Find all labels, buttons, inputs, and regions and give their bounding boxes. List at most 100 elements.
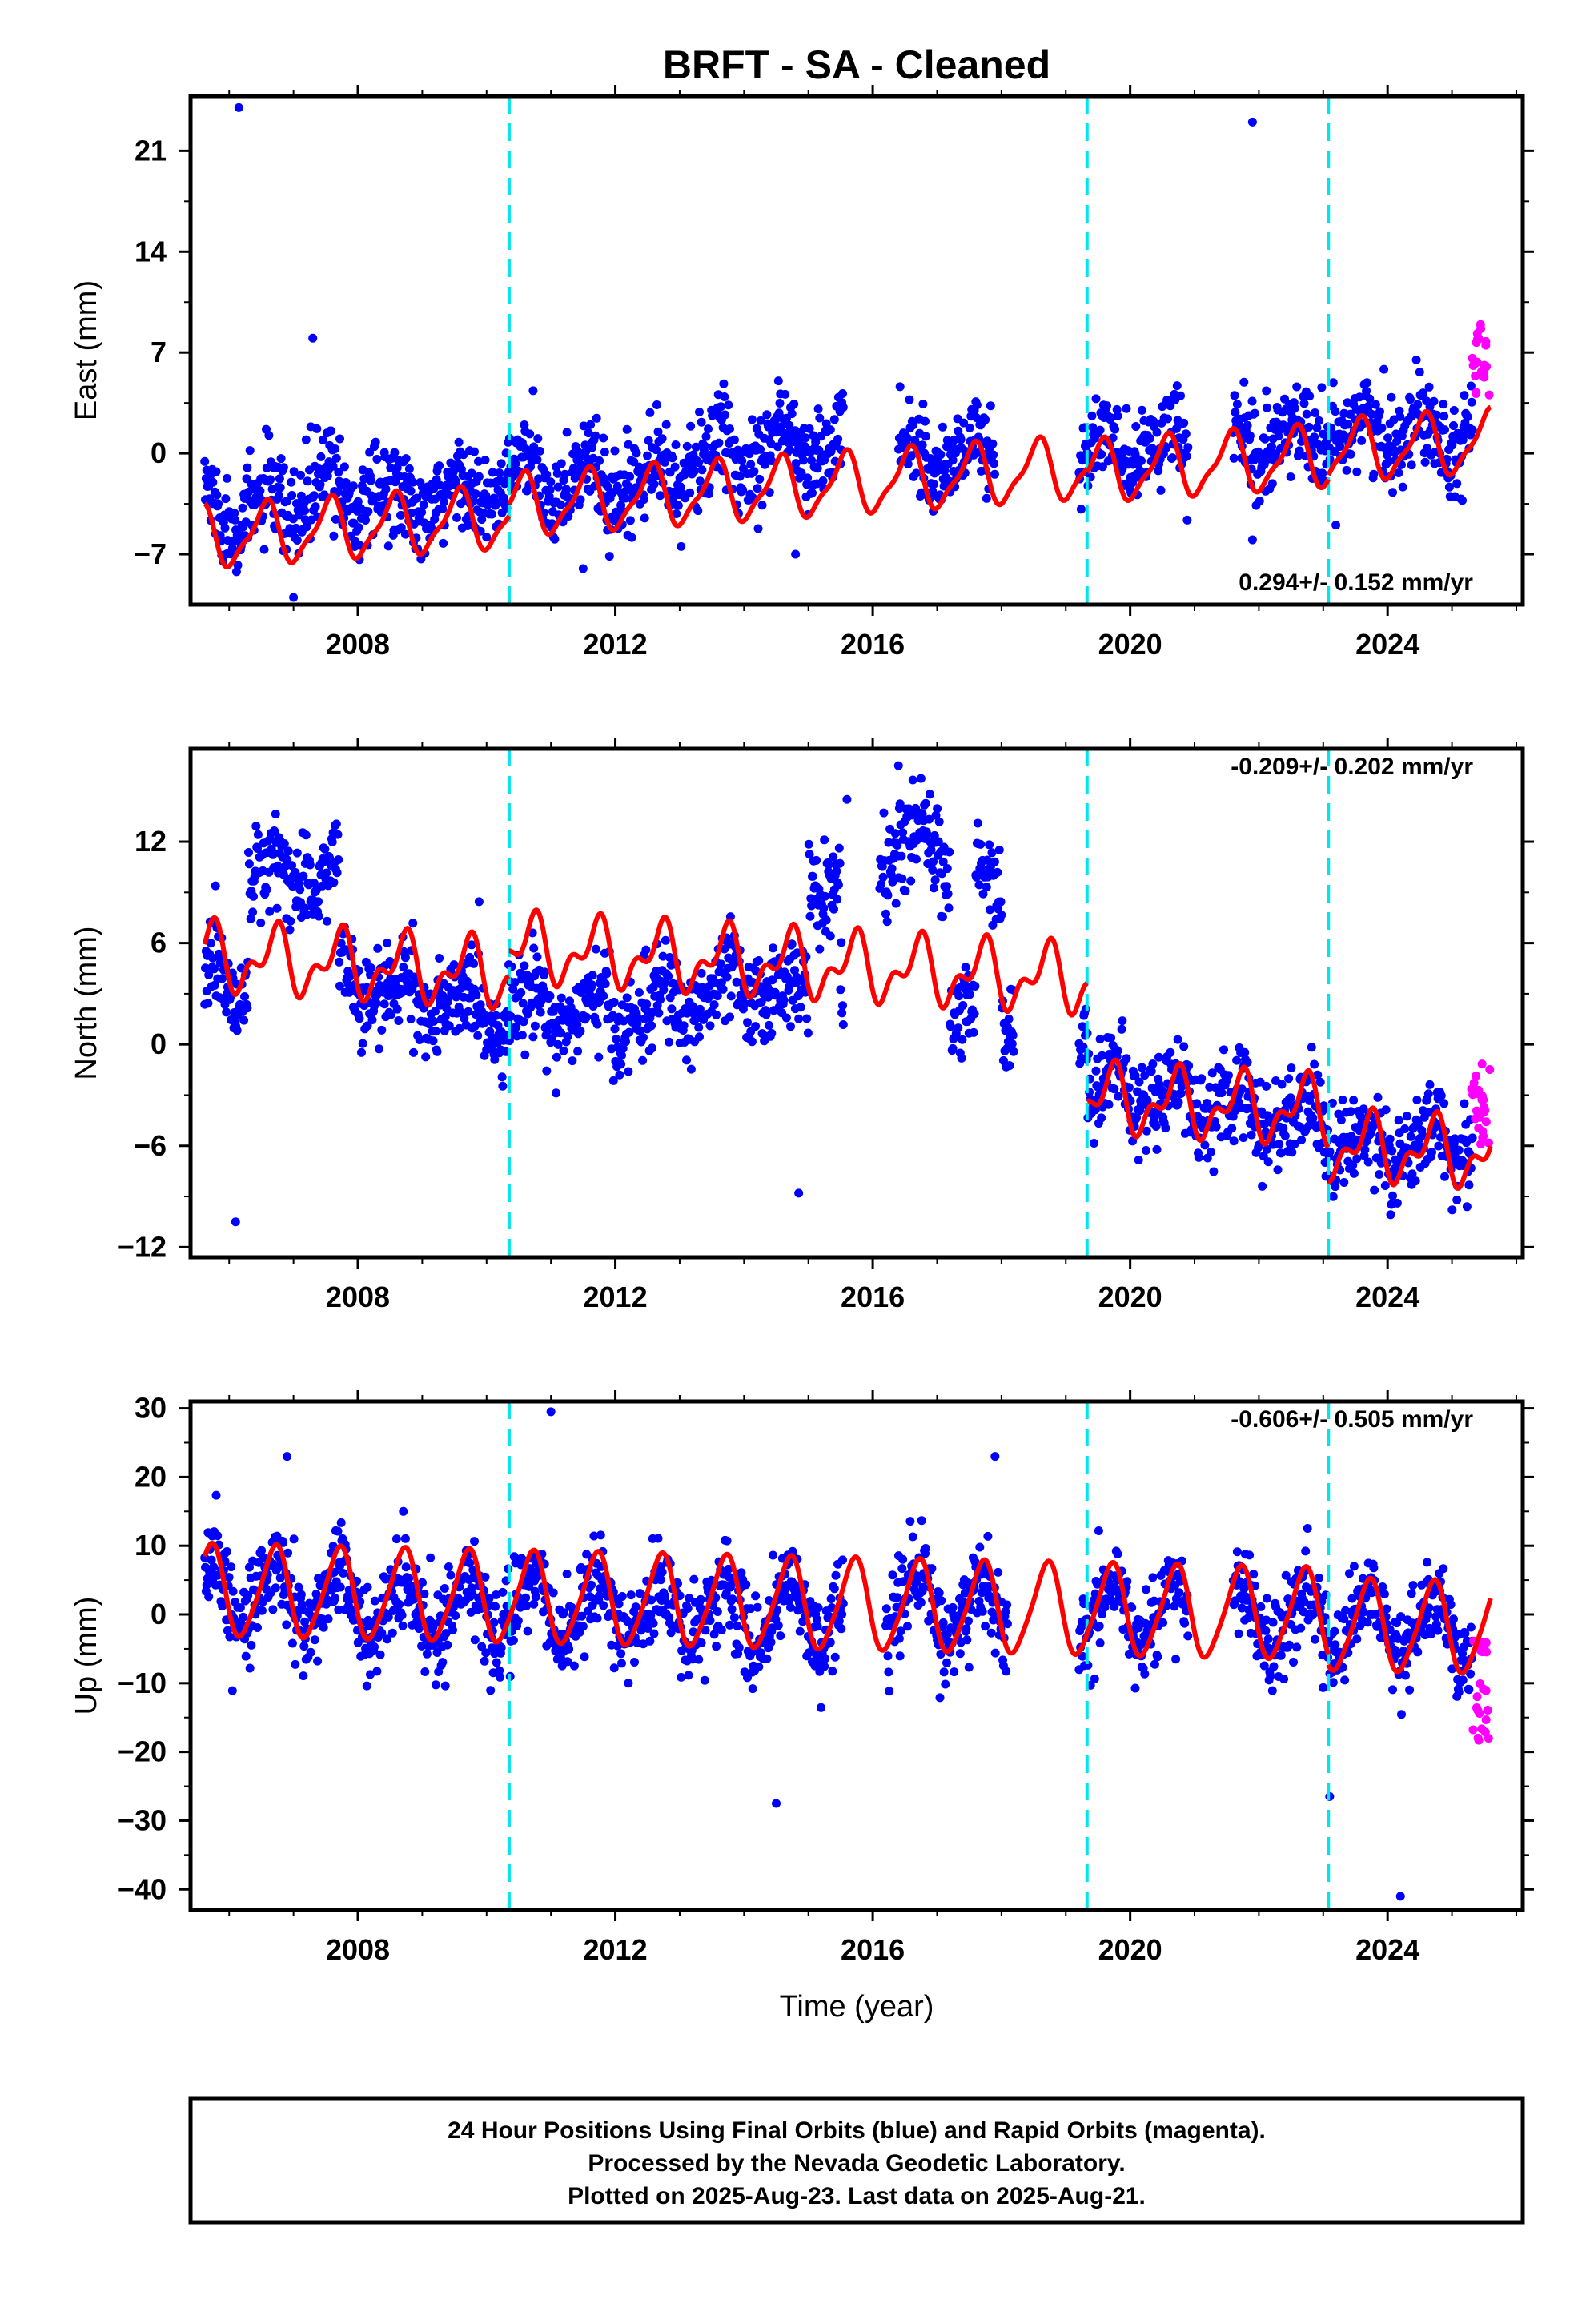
east-data-point — [668, 453, 677, 463]
north-data-point — [1307, 1043, 1316, 1052]
north-data-point — [1447, 1205, 1457, 1215]
east-data-point — [959, 418, 969, 428]
north-data-point — [211, 881, 220, 891]
up-data-point — [370, 1596, 379, 1606]
east-data-point — [408, 477, 418, 487]
north-data-point — [970, 1009, 979, 1019]
up-data-point — [446, 1570, 456, 1580]
north-data-point — [1392, 1198, 1402, 1208]
north-rapid-point — [1485, 1065, 1495, 1075]
north-data-point — [973, 818, 982, 828]
east-data-point — [838, 389, 847, 398]
north-data-point — [1110, 1084, 1119, 1094]
north-data-point — [934, 837, 943, 846]
up-data-point — [441, 1629, 451, 1638]
north-data-point — [610, 1024, 620, 1034]
north-data-point — [1219, 1045, 1228, 1055]
up-data-point — [577, 1611, 587, 1621]
up-data-point — [1110, 1602, 1119, 1611]
north-data-point — [582, 1012, 592, 1022]
north-data-point — [246, 914, 255, 923]
east-data-point — [264, 431, 274, 440]
up-data-point — [562, 1570, 572, 1578]
east-data-point — [972, 413, 982, 423]
north-data-point — [779, 995, 789, 1005]
east-data-point — [781, 389, 790, 399]
north-data-point — [366, 963, 375, 972]
up-data-point — [395, 1599, 404, 1609]
north-data-point — [473, 1031, 483, 1040]
north-data-point — [906, 876, 916, 886]
up-data-point — [491, 1602, 500, 1611]
north-data-point — [1380, 1181, 1390, 1190]
east-data-point — [724, 400, 733, 410]
north-data-point — [769, 943, 777, 953]
up-data-point — [1262, 1615, 1271, 1625]
up-data-point — [1134, 1623, 1143, 1633]
north-data-point — [997, 911, 1006, 919]
up-data-point — [612, 1641, 622, 1651]
north-data-point — [609, 997, 619, 1007]
north-data-point — [969, 1027, 978, 1037]
east-data-point — [749, 467, 759, 476]
up-data-point — [335, 1582, 345, 1592]
north-data-point — [617, 1051, 626, 1060]
east-ytick-label: 0 — [151, 436, 167, 469]
north-data-point — [556, 1028, 565, 1038]
north-data-point — [616, 1059, 626, 1069]
north-data-point — [383, 939, 392, 947]
up-data-point — [773, 1621, 783, 1630]
north-data-point — [820, 835, 829, 845]
north-data-point — [821, 891, 829, 901]
north-data-point — [467, 940, 476, 950]
north-rapid-point — [1478, 1126, 1488, 1136]
east-data-point — [645, 408, 655, 417]
north-data-point — [1184, 1061, 1194, 1071]
east-data-point — [488, 468, 497, 477]
north-data-point — [648, 1043, 656, 1053]
up-data-point — [727, 1605, 737, 1614]
north-data-point — [834, 843, 844, 853]
up-data-point — [657, 1567, 667, 1577]
east-outlier-point — [289, 593, 299, 602]
east-data-point — [649, 480, 659, 489]
east-rate-label: 0.294+/- 0.152 mm/yr — [1239, 569, 1473, 596]
east-data-point — [737, 456, 747, 465]
up-data-point — [648, 1618, 658, 1628]
north-rapid-point — [1469, 1078, 1479, 1088]
east-data-point — [1454, 429, 1464, 438]
north-data-point — [1406, 1132, 1415, 1141]
east-data-point — [1304, 422, 1314, 432]
up-data-point — [773, 1605, 782, 1614]
north-data-point — [970, 982, 980, 991]
up-data-point — [522, 1601, 531, 1610]
north-xtick-label: 2008 — [326, 1281, 390, 1313]
north-data-point — [1381, 1105, 1391, 1115]
east-data-point — [833, 434, 843, 444]
east-data-point — [579, 421, 588, 431]
north-data-point — [933, 804, 942, 814]
up-data-point — [339, 1569, 348, 1578]
up-data-point — [1237, 1603, 1247, 1613]
up-data-point — [825, 1638, 835, 1647]
up-xtick-label: 2016 — [841, 1933, 905, 1966]
east-data-point — [762, 410, 772, 420]
north-data-point — [994, 845, 1004, 854]
east-outlier-point — [1247, 117, 1257, 127]
north-data-point — [761, 1010, 771, 1019]
north-data-point — [479, 1010, 488, 1019]
north-outlier-point — [231, 1217, 240, 1227]
north-data-point — [917, 810, 927, 818]
north-data-point — [1140, 1071, 1150, 1080]
east-data-point — [316, 452, 326, 461]
north-data-point — [379, 999, 389, 1009]
north-data-point — [1407, 1169, 1417, 1179]
east-data-point — [592, 413, 601, 423]
up-data-point — [1001, 1606, 1010, 1616]
east-data-point — [562, 428, 572, 437]
east-data-point — [1419, 388, 1427, 398]
up-data-point — [721, 1589, 731, 1598]
north-data-point — [1194, 1152, 1203, 1162]
east-data-point — [1250, 408, 1259, 418]
east-ytick-label: −7 — [134, 537, 167, 570]
